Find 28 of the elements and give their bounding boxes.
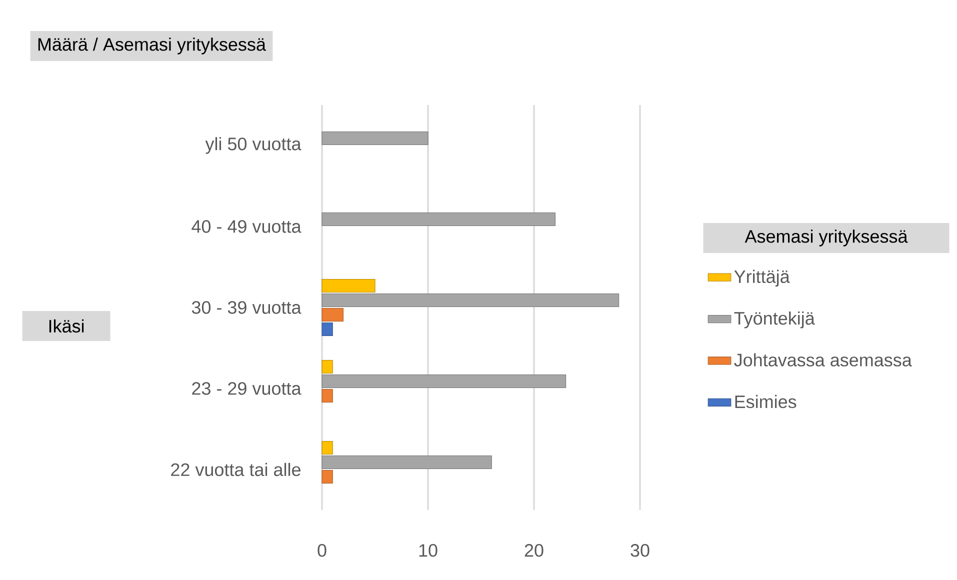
legend-label: Esimies (735, 394, 796, 408)
legend-label: Johtavassa asemassa (734, 353, 912, 366)
bar (322, 131, 428, 146)
bar (322, 374, 566, 388)
bar (322, 308, 344, 322)
y-axis-title: Ikäsi (49, 319, 84, 333)
y-tick-label: 22 vuotta tai alle (171, 462, 300, 476)
text: Määrä / Asemasi yrityksessä (38, 38, 266, 54)
y-tick-label: yli 50 vuotta (205, 137, 302, 154)
bar (322, 455, 492, 470)
x-tick-label: 0 (318, 544, 326, 557)
legend-title: Asemasi yrityksessä (744, 230, 908, 246)
legend-label: Työntekijä (734, 312, 815, 328)
x-tick-label: 30 (630, 544, 650, 557)
bar (322, 440, 333, 455)
y-tick-label: 23 - 29 vuotta (192, 382, 302, 395)
y-tick-label: 40 - 49 vuotta (192, 220, 302, 233)
bar (322, 322, 333, 336)
bar (322, 360, 333, 374)
legend-label: Yrittäjä (734, 270, 790, 287)
bar (322, 293, 620, 308)
x-tick-label: 10 (419, 544, 438, 557)
bar (322, 388, 333, 403)
bar (322, 470, 333, 484)
x-tick-label: 20 (524, 544, 544, 557)
bar (322, 212, 556, 226)
bar (322, 278, 376, 293)
y-tick-label: 30 - 39 vuotta (192, 301, 302, 314)
